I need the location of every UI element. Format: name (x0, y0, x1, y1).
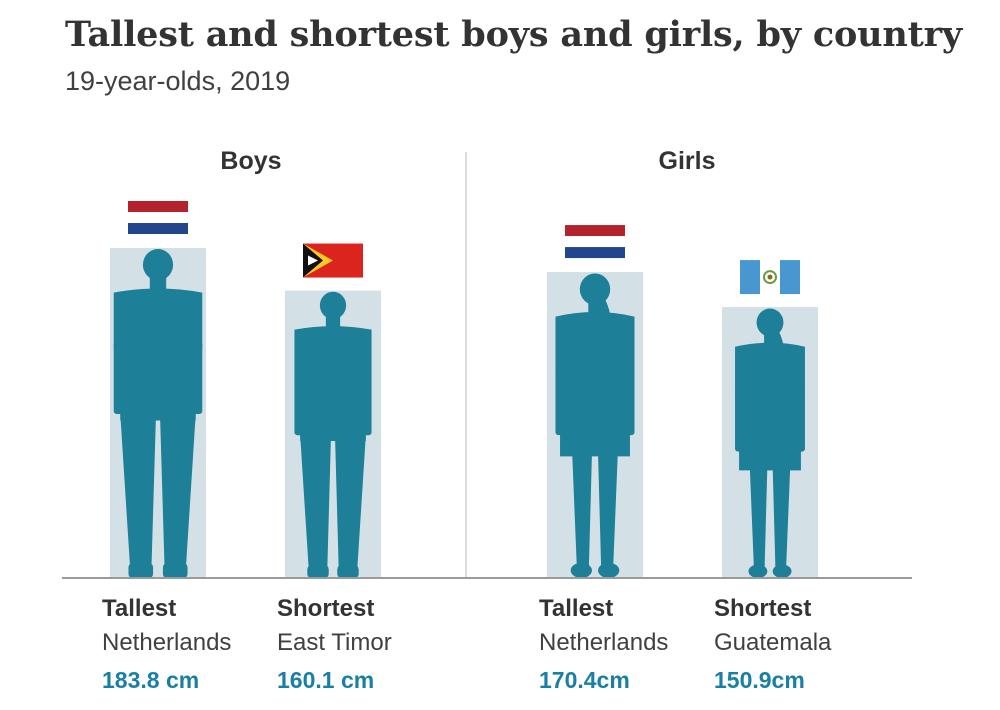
country-label: East Timor (277, 629, 392, 656)
country-label: Netherlands (102, 629, 232, 656)
male-silhouette-icon (294, 291, 372, 578)
value-label: 160.1 cm (277, 667, 375, 693)
female-silhouette-icon (555, 273, 635, 579)
east-timor-flag-icon (303, 243, 363, 278)
rank-label: Tallest (539, 595, 614, 622)
chart-title: Tallest and shortest boys and girls, by … (65, 14, 962, 55)
rank-label: Shortest (714, 595, 812, 622)
country-label: Guatemala (714, 629, 832, 656)
caption-girls-tallest: Tallest Netherlands 170.4cm (539, 592, 668, 700)
value-label: 150.9cm (714, 667, 805, 693)
chart-subtitle: 19-year-olds, 2019 (65, 66, 291, 96)
caption-boys-shortest: Shortest East Timor 160.1 cm (277, 592, 392, 700)
country-label: Netherlands (539, 629, 669, 656)
female-silhouette-icon (735, 308, 805, 578)
caption-girls-shortest: Shortest Guatemala 150.9cm (714, 592, 831, 700)
guatemala-flag-icon (740, 260, 800, 295)
caption-boys-tallest: Tallest Netherlands 183.8 cm (102, 592, 231, 700)
group-label-boys: Boys (220, 147, 281, 175)
male-silhouette-icon (113, 249, 203, 578)
value-label: 170.4cm (539, 667, 630, 693)
group-label-girls: Girls (659, 147, 716, 175)
netherlands-flag-icon (128, 201, 188, 234)
rank-label: Tallest (102, 595, 177, 622)
value-label: 183.8 cm (102, 667, 200, 693)
rank-label: Shortest (277, 595, 375, 622)
netherlands-flag-icon (565, 225, 625, 259)
